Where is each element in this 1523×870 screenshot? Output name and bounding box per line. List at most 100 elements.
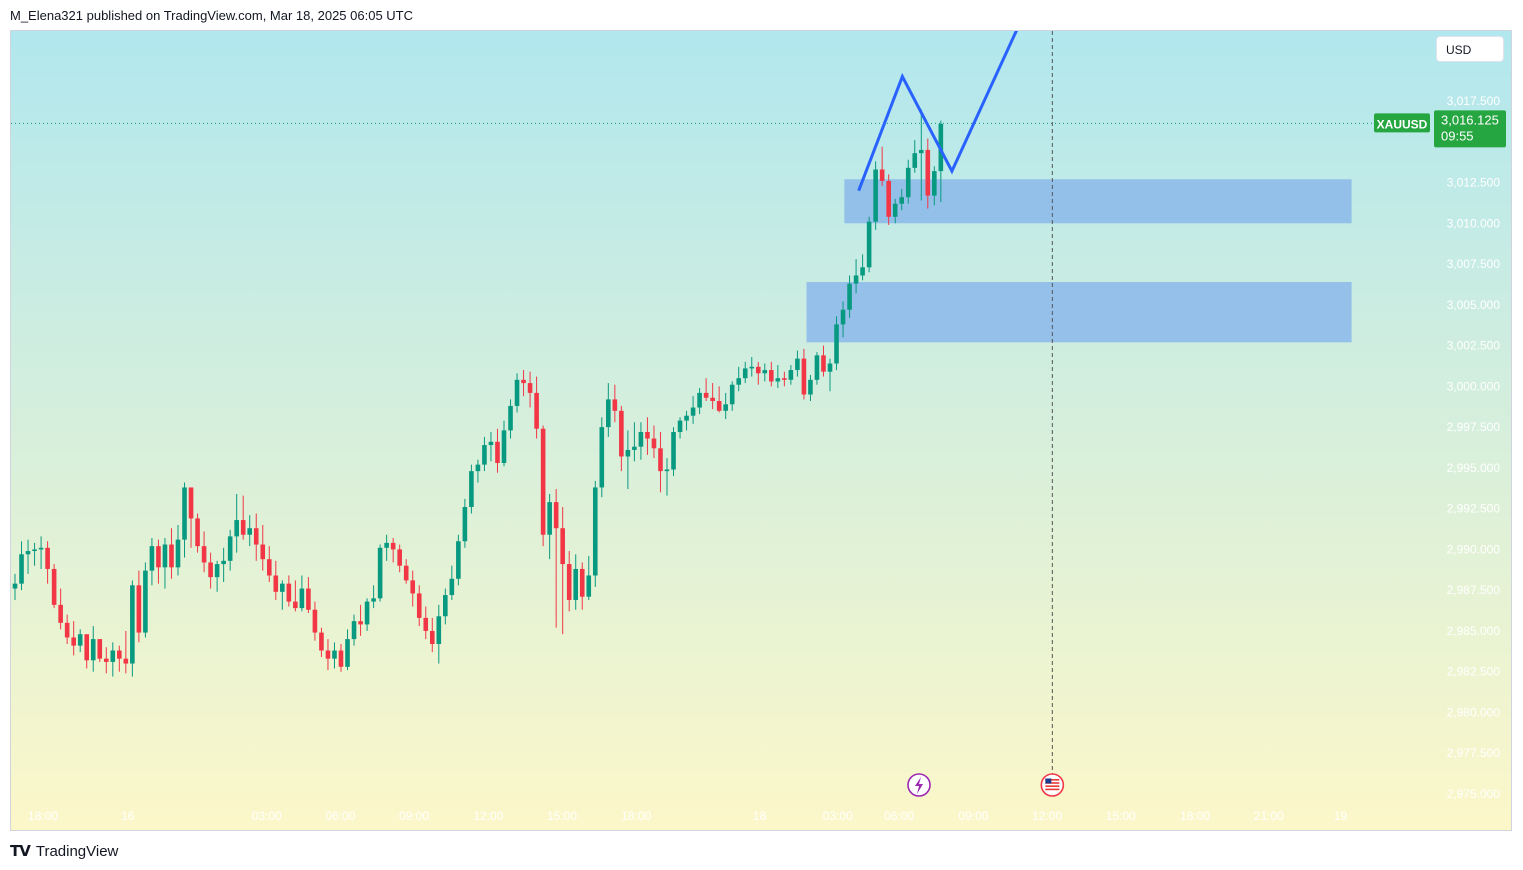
candle[interactable]: [762, 363, 768, 382]
candle[interactable]: [632, 422, 637, 462]
candle[interactable]: [214, 560, 220, 592]
candle[interactable]: [416, 585, 422, 627]
candle[interactable]: [51, 564, 57, 609]
candle[interactable]: [514, 373, 520, 413]
candle[interactable]: [280, 580, 285, 610]
candle[interactable]: [449, 565, 455, 600]
candle[interactable]: [475, 459, 481, 483]
candle[interactable]: [234, 493, 239, 553]
candle[interactable]: [175, 524, 181, 576]
candle[interactable]: [117, 645, 122, 672]
chart-pane[interactable]: [10, 30, 1512, 831]
candle[interactable]: [671, 427, 676, 477]
candle[interactable]: [918, 109, 924, 201]
candle[interactable]: [247, 515, 253, 547]
candle[interactable]: [586, 555, 592, 600]
candle[interactable]: [90, 626, 96, 672]
candle[interactable]: [501, 420, 507, 467]
tradingview-logo[interactable]: 𝗧𝗩 TradingView: [10, 842, 118, 861]
candle[interactable]: [710, 383, 715, 410]
candle[interactable]: [19, 541, 24, 591]
candle[interactable]: [782, 371, 787, 387]
candle[interactable]: [293, 580, 298, 612]
candle[interactable]: [38, 536, 44, 569]
candle[interactable]: [755, 361, 761, 385]
candle[interactable]: [319, 627, 324, 658]
candle[interactable]: [149, 537, 155, 586]
candle[interactable]: [390, 537, 396, 563]
candle[interactable]: [182, 482, 187, 558]
candle[interactable]: [573, 554, 579, 610]
candle[interactable]: [58, 588, 63, 630]
candle[interactable]: [12, 573, 18, 600]
candle[interactable]: [136, 570, 142, 643]
candle[interactable]: [495, 428, 500, 473]
candle[interactable]: [690, 396, 696, 424]
candle[interactable]: [169, 528, 174, 579]
candle[interactable]: [32, 542, 37, 566]
candle[interactable]: [899, 189, 905, 211]
candle[interactable]: [103, 647, 109, 674]
candle[interactable]: [253, 513, 259, 561]
candle[interactable]: [325, 639, 331, 671]
candle[interactable]: [312, 601, 318, 641]
candle[interactable]: [860, 254, 865, 281]
candle[interactable]: [749, 357, 755, 377]
candle[interactable]: [821, 345, 826, 377]
candle[interactable]: [827, 358, 833, 392]
us-flag-event-icon[interactable]: [1040, 773, 1065, 797]
candle[interactable]: [840, 301, 846, 338]
candle[interactable]: [892, 198, 898, 224]
candle[interactable]: [240, 495, 246, 540]
candle[interactable]: [397, 544, 402, 573]
candle[interactable]: [488, 432, 494, 462]
candle[interactable]: [71, 621, 76, 656]
candle[interactable]: [847, 275, 852, 318]
candle[interactable]: [736, 366, 742, 392]
candle[interactable]: [338, 643, 344, 672]
candle[interactable]: [599, 417, 605, 498]
candle[interactable]: [266, 546, 272, 583]
candle[interactable]: [482, 436, 487, 472]
candle[interactable]: [547, 493, 552, 560]
candle[interactable]: [886, 174, 891, 225]
demand-zone[interactable]: [806, 281, 1352, 343]
candle[interactable]: [775, 365, 781, 388]
candle[interactable]: [658, 432, 663, 493]
candle[interactable]: [384, 534, 389, 561]
candle[interactable]: [866, 216, 872, 273]
candle[interactable]: [227, 529, 233, 571]
candle[interactable]: [143, 562, 148, 638]
candle[interactable]: [788, 365, 794, 385]
candle[interactable]: [221, 547, 226, 583]
candle[interactable]: [403, 559, 409, 584]
candle[interactable]: [358, 604, 363, 636]
candle[interactable]: [853, 259, 859, 294]
candle[interactable]: [814, 352, 820, 385]
candle[interactable]: [469, 464, 474, 514]
candle[interactable]: [260, 524, 266, 571]
candle[interactable]: [769, 361, 774, 387]
candle[interactable]: [77, 629, 83, 653]
candle[interactable]: [808, 374, 813, 402]
candle[interactable]: [560, 507, 565, 635]
candle[interactable]: [371, 585, 376, 609]
candle[interactable]: [619, 405, 624, 472]
candle[interactable]: [651, 425, 657, 459]
candle[interactable]: [364, 598, 370, 631]
candle[interactable]: [873, 161, 878, 230]
candle[interactable]: [429, 617, 435, 653]
candle[interactable]: [703, 378, 709, 402]
candle[interactable]: [306, 577, 311, 614]
candle[interactable]: [410, 570, 416, 607]
candle[interactable]: [645, 417, 650, 455]
candle[interactable]: [130, 580, 135, 677]
candle[interactable]: [436, 604, 442, 664]
candle[interactable]: [534, 376, 539, 439]
candle[interactable]: [156, 539, 161, 584]
candle[interactable]: [612, 384, 618, 423]
candle[interactable]: [195, 513, 200, 553]
candle[interactable]: [84, 634, 90, 669]
candle[interactable]: [423, 606, 429, 640]
candle[interactable]: [45, 541, 50, 584]
